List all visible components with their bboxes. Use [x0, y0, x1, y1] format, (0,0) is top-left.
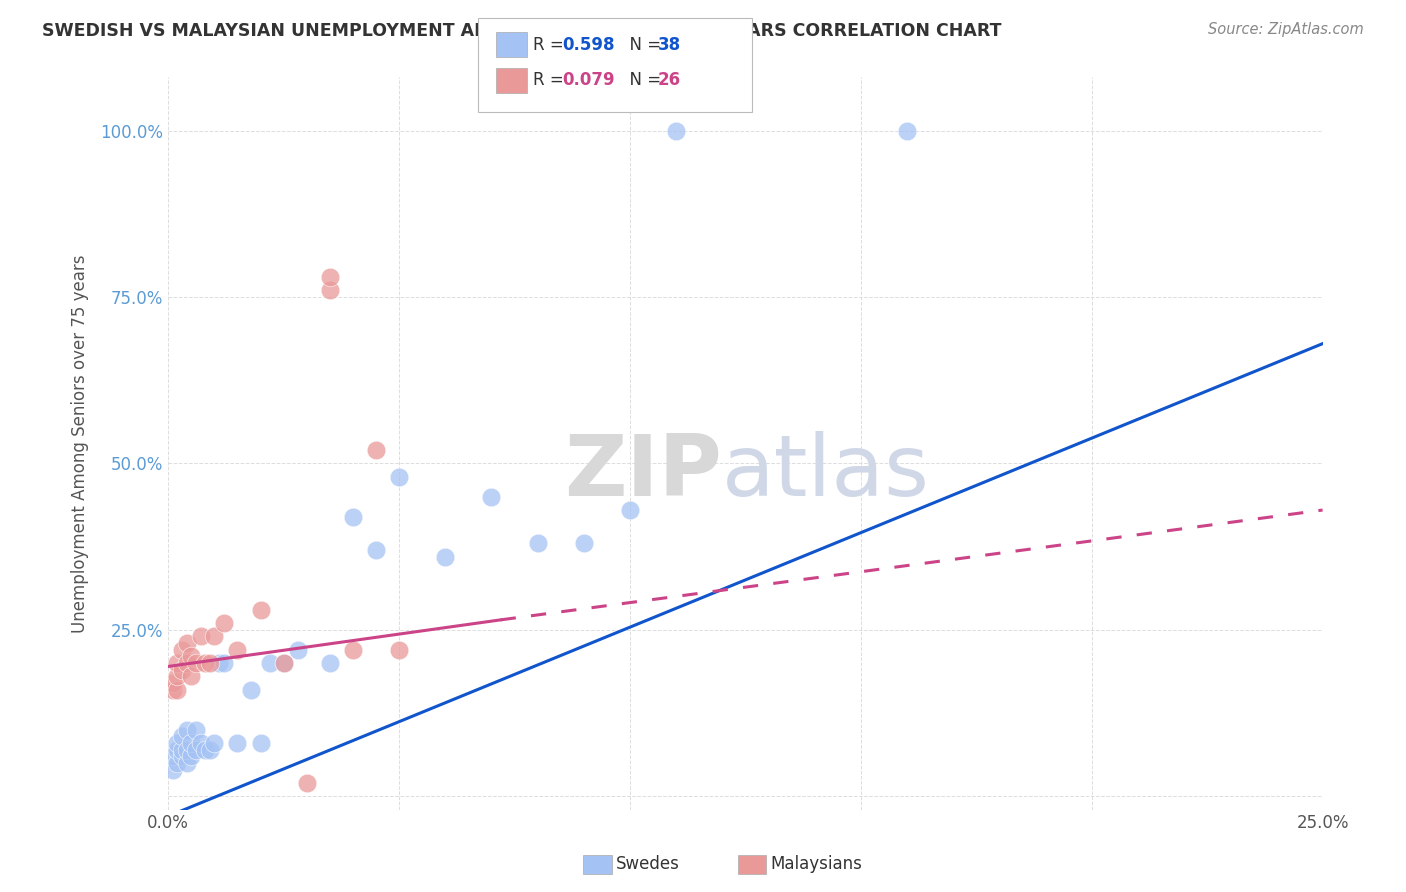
Y-axis label: Unemployment Among Seniors over 75 years: Unemployment Among Seniors over 75 years	[72, 254, 89, 632]
Point	[166, 742, 188, 756]
Point	[162, 763, 184, 777]
Point	[176, 756, 198, 770]
Point	[434, 549, 457, 564]
Text: Malaysians: Malaysians	[770, 855, 862, 873]
Text: 38: 38	[658, 36, 681, 54]
Point	[240, 682, 263, 697]
Text: SWEDISH VS MALAYSIAN UNEMPLOYMENT AMONG SENIORS OVER 75 YEARS CORRELATION CHART: SWEDISH VS MALAYSIAN UNEMPLOYMENT AMONG …	[42, 22, 1001, 40]
Text: R =: R =	[533, 36, 569, 54]
Point	[166, 656, 188, 670]
Point	[259, 656, 281, 670]
Point	[619, 503, 641, 517]
Point	[162, 676, 184, 690]
Point	[190, 736, 212, 750]
Point	[202, 630, 225, 644]
Point	[198, 742, 221, 756]
Point	[176, 742, 198, 756]
Point	[342, 509, 364, 524]
Point	[162, 682, 184, 697]
Point	[194, 742, 217, 756]
Point	[166, 736, 188, 750]
Point	[176, 656, 198, 670]
Point	[180, 736, 202, 750]
Point	[162, 749, 184, 764]
Point	[212, 616, 235, 631]
Point	[319, 270, 342, 285]
Point	[170, 642, 193, 657]
Text: Swedes: Swedes	[616, 855, 679, 873]
Text: N =: N =	[619, 36, 666, 54]
Point	[194, 656, 217, 670]
Point	[364, 443, 387, 458]
Point	[481, 490, 503, 504]
Point	[170, 749, 193, 764]
Point	[190, 630, 212, 644]
Point	[572, 536, 595, 550]
Point	[212, 656, 235, 670]
Point	[202, 736, 225, 750]
Point	[170, 742, 193, 756]
Point	[364, 543, 387, 558]
Point	[180, 669, 202, 683]
Point	[273, 656, 295, 670]
Point	[526, 536, 548, 550]
Point	[665, 124, 688, 138]
Text: 0.079: 0.079	[562, 71, 614, 89]
Point	[176, 636, 198, 650]
Point	[170, 663, 193, 677]
Text: Source: ZipAtlas.com: Source: ZipAtlas.com	[1208, 22, 1364, 37]
Point	[273, 656, 295, 670]
Point	[166, 756, 188, 770]
Point	[287, 642, 309, 657]
Text: 0.598: 0.598	[562, 36, 614, 54]
Point	[180, 749, 202, 764]
Point	[176, 723, 198, 737]
Text: ZIP: ZIP	[565, 431, 723, 515]
Text: R =: R =	[533, 71, 569, 89]
Point	[388, 642, 411, 657]
Point	[170, 729, 193, 743]
Point	[319, 656, 342, 670]
Point	[184, 742, 207, 756]
Point	[342, 642, 364, 657]
Point	[184, 656, 207, 670]
Text: N =: N =	[619, 71, 666, 89]
Point	[226, 736, 249, 750]
Point	[295, 776, 318, 790]
Text: 26: 26	[658, 71, 681, 89]
Point	[226, 642, 249, 657]
Point	[319, 284, 342, 298]
Point	[198, 656, 221, 670]
Point	[249, 603, 271, 617]
Point	[249, 736, 271, 750]
Text: atlas: atlas	[723, 431, 931, 515]
Point	[896, 124, 918, 138]
Point	[184, 723, 207, 737]
Point	[166, 669, 188, 683]
Point	[166, 682, 188, 697]
Point	[208, 656, 231, 670]
Point	[180, 649, 202, 664]
Point	[388, 469, 411, 483]
